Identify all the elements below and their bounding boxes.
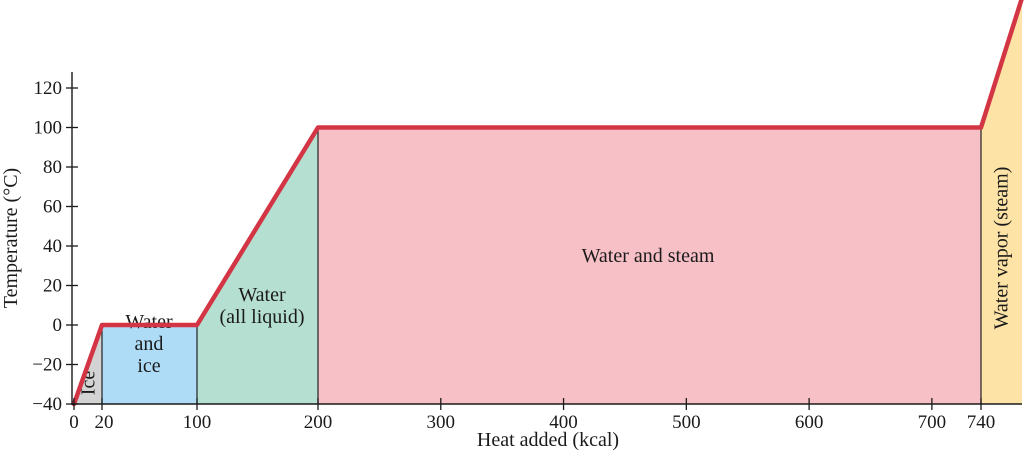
x-tick-label: 20 (95, 412, 114, 433)
y-tick-label: −20 (32, 355, 62, 376)
y-tick-label: 80 (43, 157, 62, 178)
x-tick-label: 600 (795, 412, 824, 433)
y-tick-label: 40 (43, 236, 62, 257)
x-tick-label: 740 (967, 412, 996, 433)
region-water-and-ice (102, 325, 197, 404)
y-tick-label: 0 (53, 315, 63, 336)
y-tick-label: 60 (43, 197, 62, 218)
y-tick-label: 20 (43, 276, 62, 297)
region-label-water-all-liquid: Water (all liquid) (220, 284, 305, 328)
axes-layer: −40 −20 0 20 40 60 80 100 120 0 20 100 200 300 400 500 6… (32, 72, 1022, 433)
heating-curve-line (71, 0, 1024, 407)
y-axis-title: Temperature (°C) (0, 168, 22, 308)
x-tick-label: 700 (918, 412, 947, 433)
x-tick-label: 100 (183, 412, 212, 433)
y-tick-label: 120 (34, 78, 63, 99)
x-tick-label: 0 (69, 412, 79, 433)
region-water-and-steam (318, 127, 981, 404)
x-tick-label: 400 (549, 412, 578, 433)
region-label-water-and-steam: Water and steam (582, 245, 715, 267)
region-label-water-vapor-steam: Water vapor (steam) (991, 167, 1013, 330)
y-tick-label: −40 (32, 394, 62, 415)
region-label-water-and-ice: Water and ice (125, 311, 173, 377)
x-tick-label: 500 (672, 412, 701, 433)
region-water-all-liquid (197, 127, 318, 404)
x-tick-label: 200 (304, 412, 333, 433)
curve-layer (71, 0, 1024, 407)
x-axis-title: Heat added (kcal) (477, 429, 619, 451)
y-tick-label: 100 (34, 118, 63, 139)
x-tick-label: 300 (427, 412, 456, 433)
